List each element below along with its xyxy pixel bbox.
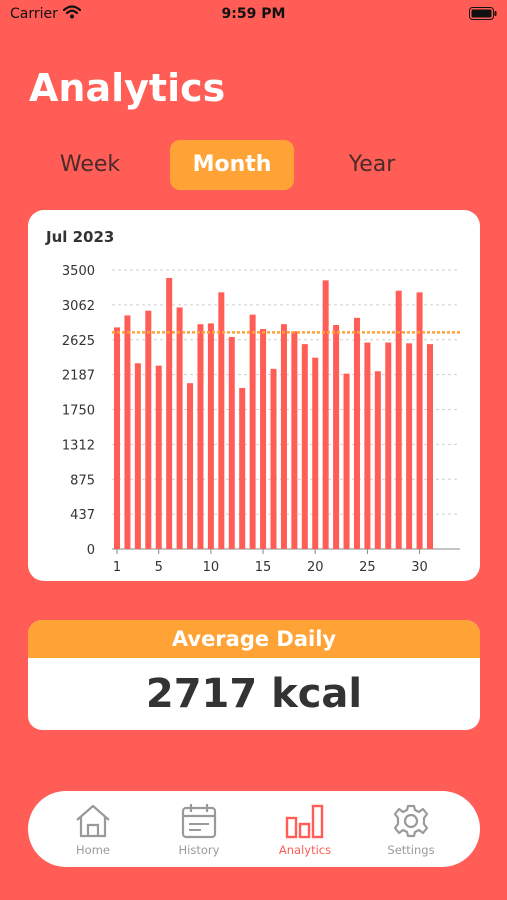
chart-bar: [395, 290, 402, 549]
y-tick-label: 3062: [62, 299, 95, 314]
tab-settings-label: Settings: [387, 843, 435, 857]
chart-bar: [176, 307, 183, 549]
chart-bar: [134, 363, 141, 549]
chart-title: Jul 2023: [46, 228, 115, 246]
chart-bar: [353, 317, 360, 549]
chart-bar: [385, 342, 392, 549]
x-tick-label: 20: [307, 560, 324, 575]
chart-bar: [427, 344, 433, 549]
tab-history[interactable]: History: [154, 803, 244, 859]
chart-bar: [114, 327, 120, 549]
chart-bar: [187, 383, 194, 549]
chart-bar: [260, 328, 267, 549]
y-tick-label: 3500: [62, 264, 95, 279]
carrier-label: Carrier: [10, 6, 58, 22]
chart-bar: [416, 292, 423, 549]
chart-bar: [166, 277, 173, 549]
y-tick-label: 2625: [62, 334, 95, 349]
chart-bar: [322, 280, 329, 549]
tab-year[interactable]: Year: [348, 152, 396, 177]
y-tick-label: 1312: [62, 438, 95, 453]
chart-bar: [333, 325, 340, 549]
y-tick-label: 437: [70, 508, 95, 523]
tab-week[interactable]: Week: [59, 152, 121, 177]
average-daily-label: Average Daily: [28, 620, 480, 658]
gear-icon: [393, 804, 429, 838]
status-bar: Carrier 9:59 PM: [0, 0, 507, 28]
chart-bar: [207, 323, 214, 549]
home-icon: [76, 804, 110, 838]
bottom-tab-bar: Home History Analytics Settings: [28, 791, 480, 867]
period-tabs: Week Month Year: [28, 140, 479, 190]
chart-bar: [364, 342, 371, 549]
chart-bar: [374, 371, 381, 549]
tab-home-label: Home: [76, 843, 110, 857]
y-tick-label: 1750: [62, 404, 95, 419]
average-daily-value: 2717 kcal: [145, 671, 363, 717]
chart-bar: [343, 373, 350, 549]
chart-bar: [249, 314, 256, 549]
x-tick-label: 25: [359, 560, 376, 575]
bar-chart-icon: [285, 804, 324, 839]
x-tick-label: 15: [255, 560, 272, 575]
tab-home[interactable]: Home: [48, 803, 138, 859]
tab-analytics[interactable]: Analytics: [260, 803, 350, 859]
chart-bar: [270, 368, 277, 549]
y-tick-label: 2187: [62, 369, 95, 384]
chart-bar: [406, 343, 413, 549]
tab-month[interactable]: Month: [170, 140, 294, 190]
x-tick-label: 1: [113, 560, 121, 575]
chart-bar: [239, 387, 246, 549]
x-tick-label: 5: [155, 560, 163, 575]
tab-settings[interactable]: Settings: [366, 803, 456, 859]
tab-history-label: History: [178, 843, 220, 857]
y-tick-label: 0: [87, 543, 95, 558]
status-time: 9:59 PM: [221, 6, 286, 22]
chart-bar: [228, 336, 235, 549]
page-title: Analytics: [29, 66, 226, 110]
battery-icon: [469, 7, 497, 20]
x-tick-label: 10: [203, 560, 220, 575]
x-tick-label: 30: [411, 560, 428, 575]
tab-analytics-label: Analytics: [278, 843, 332, 857]
y-tick-label: 875: [70, 473, 95, 488]
chart-bar: [218, 292, 225, 549]
average-daily-card: Average Daily 2717 kcal: [28, 620, 480, 730]
chart-bar: [280, 324, 287, 549]
chart-bar: [291, 331, 298, 549]
chart-bar: [312, 357, 319, 549]
chart-card: Jul 2023 0 437 875 1312 1750 2187 2625 3062 3500…: [28, 210, 480, 581]
chart-bar: [124, 315, 131, 549]
chart-bar: [301, 344, 308, 549]
chart-bar: [155, 365, 162, 549]
wifi-icon: [63, 5, 81, 19]
chart-bar: [197, 324, 204, 549]
chart-bar: [145, 310, 152, 549]
calendar-icon: [181, 804, 217, 839]
